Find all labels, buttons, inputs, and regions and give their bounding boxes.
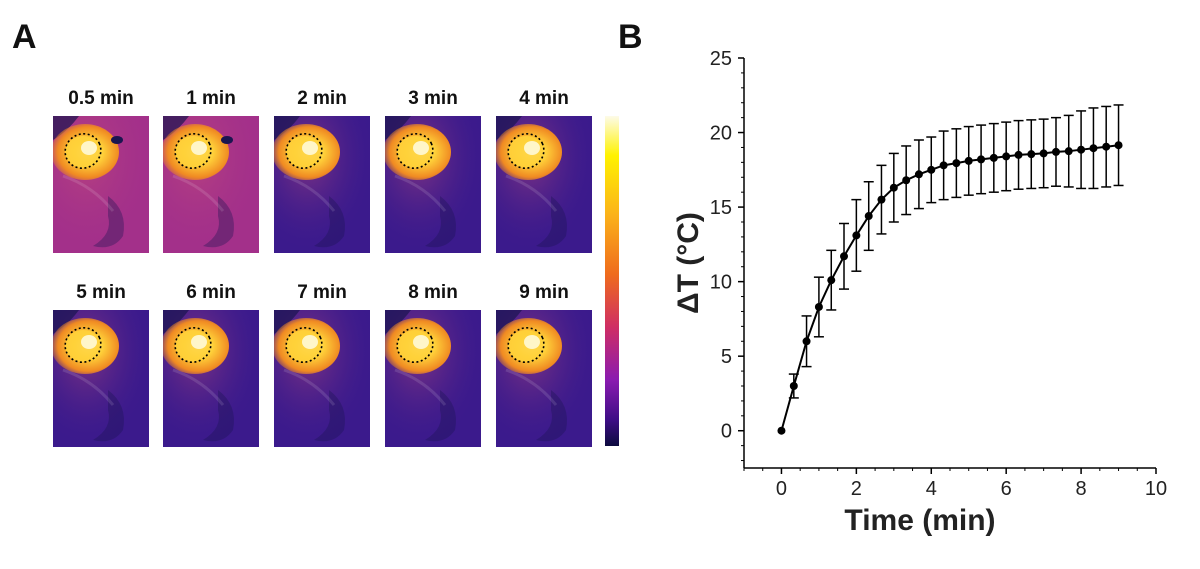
temperature-rise-chart: 0 5 10 15 20 25 0 2 4 6 8 10 Time (min) ΔT (°C) — [672, 48, 1167, 537]
thermal-image-tile — [53, 116, 149, 253]
data-point — [964, 156, 973, 165]
data-point — [1027, 150, 1036, 159]
data-point — [977, 155, 986, 164]
frame-time-label: 1 min — [186, 88, 236, 109]
temperature-colorbar — [605, 116, 619, 446]
data-point — [814, 302, 823, 311]
thermal-image-tile — [53, 310, 149, 447]
frame-time-label: 8 min — [408, 282, 458, 303]
thermal-image-tile — [274, 116, 370, 253]
data-point — [1064, 147, 1073, 156]
data-point — [1039, 149, 1048, 158]
thermal-image-tile — [163, 310, 259, 447]
x-tick-label: 6 — [1001, 478, 1012, 500]
thermal-image-tile — [274, 310, 370, 447]
x-tick-label: 0 — [776, 478, 787, 500]
data-point — [1077, 145, 1086, 154]
data-point — [1014, 150, 1023, 159]
data-point — [952, 159, 961, 168]
data-point — [1089, 144, 1098, 153]
data-point — [914, 170, 923, 179]
y-tick-label: 20 — [710, 123, 732, 145]
frame-time-label: 0.5 min — [68, 88, 134, 109]
x-tick-label: 2 — [851, 478, 862, 500]
x-tick-label: 4 — [926, 478, 937, 500]
data-point — [789, 382, 798, 390]
data-point — [864, 212, 873, 221]
data-point — [840, 252, 849, 261]
data-point — [827, 276, 836, 285]
y-axis-title: ΔT (°C) — [672, 212, 705, 314]
data-point — [939, 161, 948, 170]
x-axis-title: Time (min) — [844, 504, 995, 537]
data-point — [877, 195, 886, 204]
data-point — [1051, 147, 1060, 156]
frame-time-label: 7 min — [297, 282, 347, 303]
thermal-image-tile — [385, 116, 481, 253]
y-tick-label: 10 — [710, 272, 732, 294]
data-point — [902, 176, 911, 185]
data-point — [989, 153, 998, 162]
frame-time-label: 2 min — [297, 88, 347, 109]
frame-time-label: 3 min — [408, 88, 458, 109]
thermal-image-tile — [385, 310, 481, 447]
y-tick-label: 15 — [710, 197, 732, 219]
frame-time-label: 4 min — [519, 88, 569, 109]
y-tick-label: 0 — [721, 421, 732, 443]
data-point — [1002, 152, 1011, 161]
data-point — [802, 337, 811, 346]
x-tick-label: 10 — [1145, 478, 1167, 500]
data-point — [1114, 141, 1123, 150]
data-point — [852, 231, 861, 240]
data-point — [777, 426, 786, 435]
thermal-image-tile — [496, 310, 592, 447]
panel-a-label: A — [12, 18, 37, 56]
thermal-image-tile — [163, 116, 259, 253]
data-point — [1102, 142, 1111, 151]
thermal-image-tile — [496, 116, 592, 253]
frame-time-label: 9 min — [519, 282, 569, 303]
data-point — [927, 165, 936, 174]
panel-b-label: B — [618, 18, 643, 56]
frame-time-label: 5 min — [76, 282, 126, 303]
y-tick-label: 25 — [710, 48, 732, 70]
series-line — [780, 144, 1119, 431]
data-point — [889, 183, 898, 192]
frame-time-label: 6 min — [186, 282, 236, 303]
y-tick-label: 5 — [721, 346, 732, 368]
x-tick-label: 8 — [1076, 478, 1087, 500]
